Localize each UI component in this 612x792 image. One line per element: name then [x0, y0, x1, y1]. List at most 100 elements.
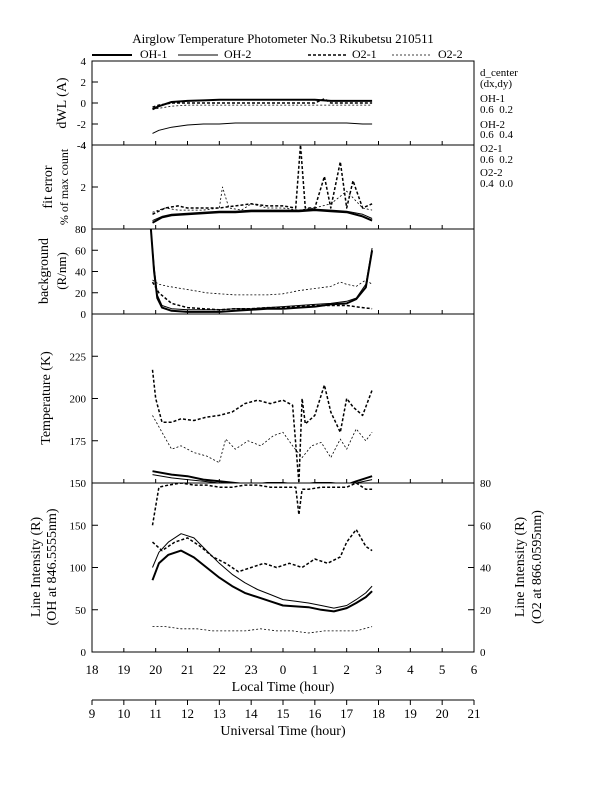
ytick-label-int-2: 100 — [70, 563, 87, 575]
ytick-right-label-1: 20 — [480, 605, 492, 617]
series-dwl-oh-1-0 — [152, 98, 373, 111]
x-axis-universal-label: Universal Time (hour) — [220, 724, 346, 739]
ytick-label-int-3: 150 — [70, 520, 87, 532]
x-ut-tick-label-2: 11 — [149, 706, 162, 721]
x-local-tick-label-0: 18 — [86, 662, 99, 677]
series-fit-o2-1-2 — [152, 145, 373, 215]
panel-int-ylabel: Line Intensity (R) — [29, 517, 44, 618]
panel-int-series — [151, 483, 373, 634]
ytick-label-dwl-2: 0 — [81, 98, 87, 110]
panel-int-ylabel2: (OH at 846.5555nm) — [45, 508, 60, 625]
x-ut-tick-label-11: 20 — [436, 706, 449, 721]
ytick-label-bg-2: 40 — [75, 267, 87, 279]
x-ut-tick-label-8: 17 — [340, 706, 354, 721]
x-local-tick-label-3: 21 — [181, 662, 194, 677]
x-local-tick-label-12: 6 — [471, 662, 478, 677]
series-temp-o2-2-3 — [152, 415, 373, 464]
x-local-tick-label-9: 3 — [375, 662, 382, 677]
x-ut-tick-label-0: 9 — [89, 706, 96, 721]
panel-fit-yticks: 0 2 4 — [81, 140, 475, 236]
x-ut-tick-label-10: 19 — [404, 706, 417, 721]
panel-temp-frame — [91, 313, 475, 484]
panel-int-right-ylabel: Line Intensity (R) — [513, 517, 528, 618]
series-temp-oh-2-1 — [152, 474, 373, 483]
x-local-tick-label-11: 5 — [439, 662, 446, 677]
panel-temp-yticks: 150 175 200 225 — [70, 351, 475, 490]
panel-bg-ylabel: background — [37, 238, 52, 304]
x-ut-tick-label-5: 14 — [245, 706, 259, 721]
legend-label-o22: O2-2 — [438, 47, 463, 61]
x-axis-local-label: Local Time (hour) — [232, 680, 335, 695]
x-ut-tick-label-6: 15 — [277, 706, 290, 721]
x-axis-universal: 9 10 11 12 13 14 15 16 17 18 19 20 21 Universal Time… — [89, 699, 481, 739]
panel-int-right-yticks: 0 20 40 60 80 — [468, 478, 492, 659]
panel-temp: Temperature (K) 150 175 200 225 — [39, 313, 475, 490]
x-local-tick-label-5: 23 — [245, 662, 258, 677]
series-bg-oh-2-1 — [150, 229, 373, 311]
series-dwl-o2-2-3 — [152, 104, 373, 110]
ytick-right-label-4: 80 — [480, 478, 492, 490]
panel-bg-frame — [91, 228, 475, 315]
x-axis-local: 18 19 20 21 22 23 0 1 2 3 4 5 6 Local Time (hour) — [86, 662, 478, 695]
ytick-right-label-2: 40 — [480, 563, 492, 575]
panel-int-yticks: 0 50 100 150 — [70, 520, 475, 659]
side-note-oh1-value: 0.6 0.2 — [480, 104, 513, 116]
ytick-label-dwl-0: -4 — [77, 140, 87, 152]
side-note-o22-label: O2-2 — [480, 167, 503, 179]
ytick-label-bg-3: 60 — [75, 245, 87, 257]
panel-int: Line Intensity (R) (OH at 846.5555nm) Li… — [29, 478, 545, 659]
series-bg-o2-1-2 — [151, 281, 373, 311]
ytick-right-label-0: 0 — [480, 647, 486, 659]
panel-dwl-yticks: -4 -2 0 2 4 — [77, 56, 475, 152]
side-note-o21-value: 0.6 0.2 — [480, 154, 513, 166]
series-fit-oh-2-1 — [152, 208, 373, 222]
ytick-label-temp-1: 175 — [70, 436, 87, 448]
panel-dwl-ylabel: dWL (A) — [55, 77, 70, 129]
legend-label-oh2: OH-2 — [224, 47, 251, 61]
side-note-oh2-value: 0.6 0.4 — [480, 129, 514, 141]
ytick-label-fit-1: 2 — [81, 182, 87, 194]
ytick-label-dwl-4: 4 — [81, 56, 87, 68]
x-local-tick-label-2: 20 — [149, 662, 162, 677]
ytick-label-dwl-3: 2 — [81, 77, 87, 89]
ytick-label-dwl-1: -2 — [77, 119, 86, 131]
side-note-o22-value: 0.4 0.0 — [480, 178, 514, 190]
side-note-oh1-label: OH-1 — [480, 93, 505, 105]
ytick-label-int-1: 50 — [75, 605, 87, 617]
side-note-oh2-label: OH-2 — [480, 119, 505, 131]
x-local-tick-label-7: 1 — [312, 662, 319, 677]
ytick-right-label-3: 60 — [480, 520, 492, 532]
ytick-label-temp-0: 150 — [70, 478, 87, 490]
panel-fit-series — [152, 145, 373, 224]
panel-dwl: dWL (A) -4 -2 0 2 4 — [55, 56, 475, 152]
x-ut-tick-label-12: 21 — [468, 706, 481, 721]
series-dwl-o2-1-2 — [152, 98, 373, 108]
series-temp-o2-1-2 — [151, 369, 373, 483]
x-ut-tick-label-9: 18 — [372, 706, 385, 721]
x-local-tick-label-10: 4 — [407, 662, 414, 677]
x-local-tick-label-6: 0 — [280, 662, 287, 677]
x-axis-universal-ticks: 9 10 11 12 13 14 15 16 17 18 19 20 21 — [89, 700, 481, 721]
ytick-label-temp-3: 225 — [70, 351, 87, 363]
series-int-oh-2-1 — [152, 533, 373, 609]
side-note-d-center: d_center — [480, 67, 518, 79]
legend-label-oh1: OH-1 — [140, 47, 167, 61]
ytick-label-int-0: 0 — [81, 647, 87, 659]
legend-label-o21: O2-1 — [352, 47, 377, 61]
panel-bg-series — [149, 229, 374, 313]
panel-bg-yticks: 0 20 40 60 80 — [75, 224, 475, 321]
series-int-o2-1-2 — [151, 528, 373, 573]
side-notes: d_center (dx,dy) OH-1 0.6 0.2 OH-2 0.6 0… — [480, 67, 518, 190]
series-int-o2-2-3 — [152, 626, 373, 634]
ytick-label-bg-4: 80 — [75, 224, 87, 236]
series-int-oh-1-0 — [151, 549, 373, 613]
panel-fit: fit error % of max count 0 2 4 — [41, 140, 475, 236]
series-bg-o2-2-3 — [152, 279, 373, 296]
ytick-label-fit-2: 4 — [81, 140, 87, 152]
ytick-label-bg-1: 20 — [75, 288, 87, 300]
x-local-tick-label-8: 2 — [343, 662, 350, 677]
x-axis-local-ticks: 18 19 20 21 22 23 0 1 2 3 4 5 6 — [86, 662, 478, 677]
series-bg-oh-1-0 — [149, 229, 374, 313]
panel-fit-frame — [91, 144, 475, 230]
